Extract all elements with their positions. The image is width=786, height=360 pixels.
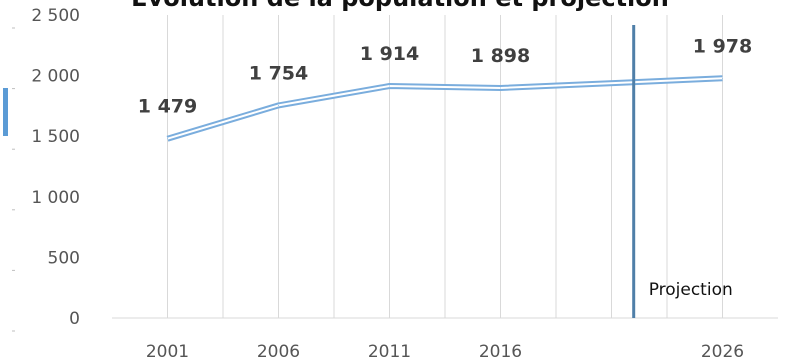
x-tick-label: 2001 xyxy=(146,342,189,360)
x-tick-label: 2011 xyxy=(368,342,411,360)
data-point xyxy=(722,77,723,79)
x-tick-label: 2006 xyxy=(257,342,300,360)
data-point xyxy=(167,138,168,140)
data-point xyxy=(500,87,501,89)
data-label: 1 914 xyxy=(360,43,420,65)
projection-marker: Projection xyxy=(632,25,733,318)
legend-marker xyxy=(3,88,8,136)
chart-title: Évolution de la population et projection xyxy=(131,0,669,12)
y-tick-label: 2 000 xyxy=(31,67,80,87)
y-tick-label: 0 xyxy=(69,309,80,329)
population-series xyxy=(166,75,723,142)
x-axis: 2001 2006 2011 2016 2026 xyxy=(112,317,778,360)
data-point xyxy=(389,85,390,87)
y-tick-label: 1 500 xyxy=(31,127,80,147)
y-tick-label: 500 xyxy=(48,248,80,268)
y-tick-label: 1 000 xyxy=(31,188,80,208)
y-tick-label: 2 500 xyxy=(31,6,80,26)
data-label: 1 479 xyxy=(138,96,198,118)
x-tick-label: 2026 xyxy=(701,342,744,360)
data-labels: 1 479 1 754 1 914 1 898 1 978 xyxy=(138,35,753,117)
data-label: 1 978 xyxy=(693,35,753,57)
y-axis: 0 500 1 000 1 500 2 000 2 500 xyxy=(3,6,80,332)
x-tick-label: 2016 xyxy=(479,342,522,360)
data-point xyxy=(278,104,279,106)
data-label: 1 898 xyxy=(471,45,531,67)
projection-label: Projection xyxy=(649,280,733,300)
data-label: 1 754 xyxy=(249,62,309,84)
grid-lines xyxy=(167,15,723,318)
